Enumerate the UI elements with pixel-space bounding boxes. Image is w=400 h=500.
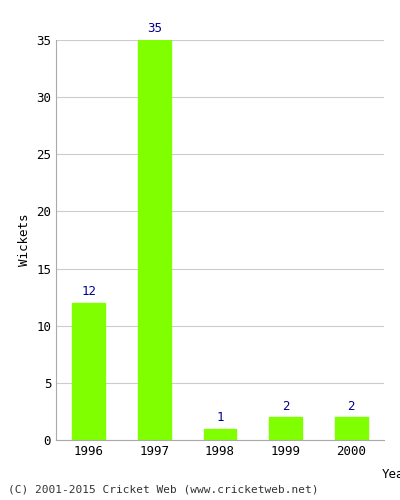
Text: 12: 12 [81,286,96,298]
Text: (C) 2001-2015 Cricket Web (www.cricketweb.net): (C) 2001-2015 Cricket Web (www.cricketwe… [8,485,318,495]
Text: 2: 2 [282,400,289,412]
Bar [72,303,105,440]
Bar [204,428,236,440]
Bar [138,40,171,440]
Bar [335,417,368,440]
Bar [269,417,302,440]
Text: 1: 1 [216,411,224,424]
Y-axis label: Wickets: Wickets [18,214,30,266]
Text: 2: 2 [348,400,355,412]
Text: 35: 35 [147,22,162,36]
X-axis label: Year: Year [382,468,400,481]
